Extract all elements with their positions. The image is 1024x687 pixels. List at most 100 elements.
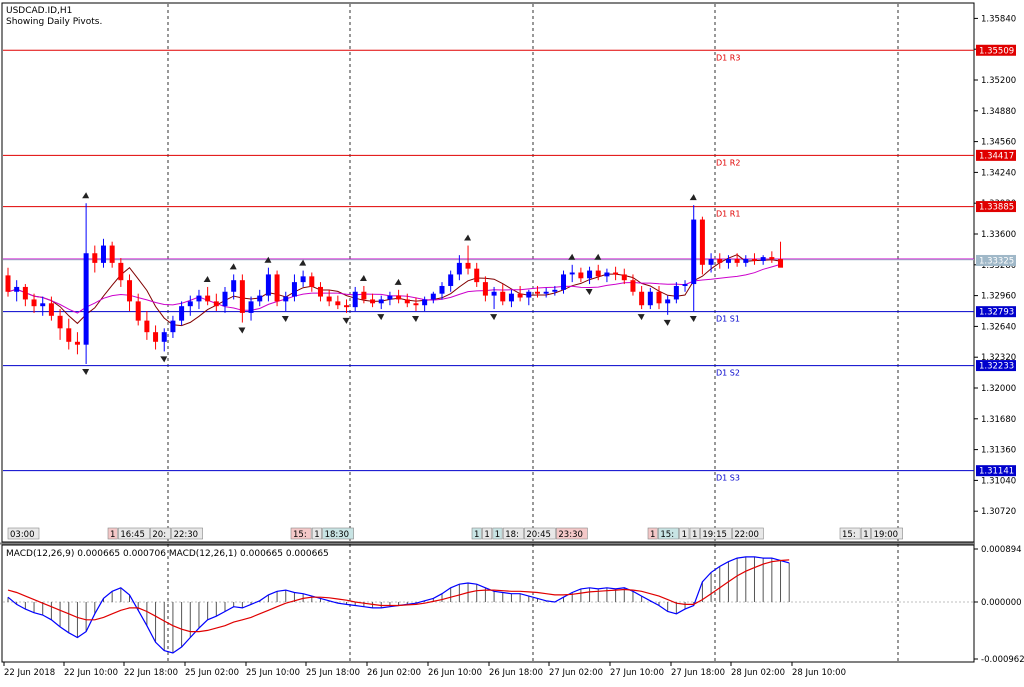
pivot-price-tag-text: 1.34417: [979, 151, 1014, 161]
down-fractal-arrow: [377, 314, 385, 321]
candle-body: [647, 291, 653, 306]
candle-body: [604, 272, 610, 277]
candle-body: [213, 301, 219, 307]
candle-body: [613, 272, 619, 275]
session-tag-text: 20:45: [526, 530, 551, 540]
candle-body: [135, 301, 141, 321]
pivot-price-tag-text: 1.33885: [979, 203, 1014, 213]
candle-body: [552, 289, 558, 292]
x-tick-label: 22 Jun 10:00: [64, 668, 118, 678]
pivot-price-tag-text: 1.32793: [979, 308, 1014, 318]
macd-indicator: 0.000894 0.000000 -0.000962: [3, 545, 1024, 665]
session-tag-box: [524, 527, 556, 540]
x-tick-label: 25 Jun 02:00: [185, 668, 239, 678]
candle-body: [317, 286, 323, 297]
y-tick-label: 1.33600: [981, 230, 1016, 240]
candle-body: [257, 295, 263, 302]
session-tag-text: 22:00: [734, 530, 759, 540]
down-fractal-arrow: [411, 316, 419, 322]
candle-body: [587, 270, 593, 279]
candle-body: [14, 286, 20, 292]
session-tag-text: 23:30: [558, 530, 583, 540]
x-tick-label: 25 Jun 18:00: [306, 668, 360, 678]
session-tag-box: [107, 527, 118, 540]
candle-body: [239, 280, 245, 313]
candle-body: [682, 284, 688, 286]
candle-body: [413, 303, 419, 306]
candle-body: [595, 270, 601, 277]
candle-body: [335, 301, 341, 306]
candle-body: [283, 296, 289, 302]
candle-body: [760, 257, 766, 261]
session-tag-text: 19:00: [874, 530, 899, 540]
session-tag-box: [689, 527, 700, 540]
x-tick-label: 28 Jun 10:00: [792, 668, 846, 678]
candle-body: [57, 315, 63, 329]
candle-body: [187, 301, 193, 307]
session-tag-text: 1: [692, 530, 697, 540]
session-tag-text: 15:: [293, 530, 307, 540]
macd-plot-frame: [1, 544, 975, 663]
up-fractal-arrow: [264, 256, 272, 263]
session-tag-text: 16:45: [120, 530, 144, 540]
current-price-tag-text: 1.33325: [979, 256, 1014, 266]
candle-body: [699, 219, 705, 265]
session-tag-box: [311, 527, 322, 540]
session-tag-box: [150, 527, 171, 540]
up-fractal-arrow: [394, 278, 402, 285]
candle-body: [691, 219, 697, 285]
candle-body: [109, 245, 115, 263]
candle-body: [751, 259, 757, 261]
candle-body: [344, 305, 350, 308]
y-tick-label: 1.34560: [981, 138, 1016, 148]
x-tick-label: 28 Jun 02:00: [731, 668, 785, 678]
candle-body: [456, 262, 462, 275]
candle-body: [66, 328, 72, 342]
candle-body: [743, 259, 749, 263]
up-fractal-arrow: [689, 194, 697, 201]
up-fractal-arrow: [299, 259, 307, 266]
candle-body: [118, 262, 124, 281]
candle-body: [465, 262, 471, 269]
session-tag-box: [839, 527, 861, 540]
x-tick-label: 27 Jun 18:00: [671, 668, 725, 678]
macd-title: MACD(12,26,9) 0.000665 0.000706 MACD(12,…: [6, 549, 329, 559]
pivot-label: D1 R2: [716, 158, 740, 167]
moving-averages: [7, 254, 781, 327]
session-tag-text: 19:15: [702, 530, 727, 540]
session-tag-box: [471, 527, 482, 540]
pivot-label: D1 S1: [716, 315, 740, 324]
pivot-price-tag: [976, 465, 1016, 477]
candle-body: [352, 291, 358, 308]
down-fractal-arrow: [238, 327, 246, 334]
time-axis[interactable]: 22 Jun 2018 22 Jun 10:00 22 Jun 18:00 25 Ju…: [3, 662, 846, 678]
candle-body: [517, 293, 523, 298]
candle-body: [74, 341, 80, 345]
candle-body: [448, 274, 454, 286]
y-tick-label: 1.35840: [981, 14, 1016, 24]
candle-body: [40, 303, 46, 307]
pivot-price-tag: [976, 44, 1016, 56]
candle-body: [526, 291, 532, 298]
session-tag-box: [658, 527, 679, 540]
pivot-price-tag-text: 1.32233: [979, 362, 1014, 372]
candle-body: [291, 282, 297, 297]
session-tag-box: [860, 527, 871, 540]
candle-body: [161, 332, 167, 342]
y-tick-label: 1.31680: [981, 415, 1016, 425]
current-price-tag: [976, 254, 1016, 266]
y-tick-label: 1.32960: [981, 292, 1016, 302]
down-fractal-arrow: [663, 319, 671, 326]
fractal-arrows: [82, 192, 697, 375]
candle-body: [708, 259, 714, 265]
down-fractal-arrow: [490, 314, 498, 321]
y-tick-label: 1.34240: [981, 168, 1016, 178]
x-tick-label: 27 Jun 10:00: [610, 668, 664, 678]
candle-body: [665, 299, 671, 304]
candle-body: [543, 291, 549, 294]
candle-body: [248, 301, 254, 313]
x-tick-label: 27 Jun 02:00: [549, 668, 603, 678]
candle-body: [300, 276, 306, 283]
